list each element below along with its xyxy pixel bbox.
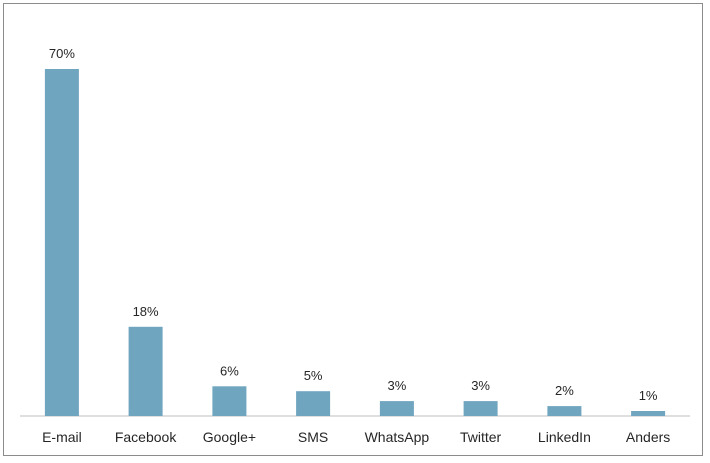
category-labels-group: E-mail Facebook Google+ SMS WhatsApp Twitter L… bbox=[42, 429, 670, 445]
value-label: 6% bbox=[220, 363, 239, 378]
category-label: Anders bbox=[626, 429, 670, 445]
bars-group bbox=[44, 69, 666, 416]
value-label: 18% bbox=[133, 304, 159, 319]
bar-linkedin bbox=[547, 406, 582, 416]
category-label: LinkedIn bbox=[538, 429, 591, 445]
bar-sms bbox=[296, 391, 331, 416]
bar-facebook bbox=[128, 326, 163, 416]
bar-anders bbox=[631, 411, 666, 416]
category-label: WhatsApp bbox=[365, 429, 430, 445]
bar-twitter bbox=[463, 401, 498, 416]
category-label: Twitter bbox=[460, 429, 502, 445]
category-label: Google+ bbox=[203, 429, 256, 445]
value-label: 70% bbox=[49, 46, 75, 61]
bar-google- bbox=[212, 386, 247, 416]
value-labels-group: 70% 18% 6% 5% 3% 3% 2% 1% bbox=[49, 46, 658, 403]
value-label: 5% bbox=[304, 368, 323, 383]
value-label: 3% bbox=[471, 378, 490, 393]
value-label: 2% bbox=[555, 383, 574, 398]
category-label: E-mail bbox=[42, 429, 82, 445]
value-label: 1% bbox=[639, 388, 658, 403]
category-label: SMS bbox=[298, 429, 328, 445]
category-label: Facebook bbox=[115, 429, 177, 445]
bar-whatsapp bbox=[379, 401, 414, 416]
chart-frame bbox=[3, 3, 703, 456]
value-label: 3% bbox=[388, 378, 407, 393]
bar-e-mail bbox=[44, 69, 79, 416]
